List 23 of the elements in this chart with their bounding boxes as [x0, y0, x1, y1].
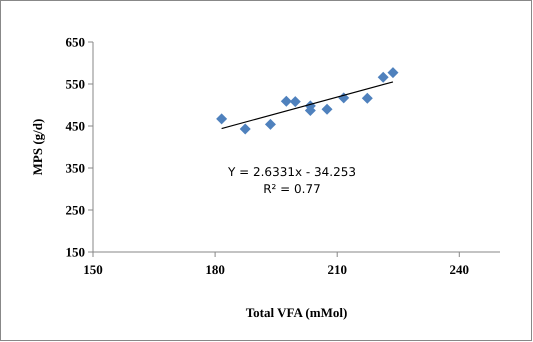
point [362, 92, 373, 104]
point [240, 123, 251, 134]
x-tick-label: 150 [83, 262, 103, 277]
point [290, 96, 301, 108]
y-tick-label: 150 [66, 244, 85, 260]
x-axis-title: Total VFA (mMol) [246, 305, 348, 320]
point [322, 104, 333, 115]
y-axis-title: MPS (g/d) [30, 118, 45, 176]
x-tick-label: 240 [450, 262, 470, 277]
annotation: Y = 2.6331x - 34.253 [226, 165, 356, 179]
y-tick-label: 350 [66, 160, 85, 176]
x-tick-label: 180 [205, 262, 225, 277]
y-tick-label: 550 [66, 76, 85, 92]
point [280, 96, 292, 107]
y-tick-label: 450 [66, 118, 85, 134]
y-tick-label: 650 [66, 34, 85, 50]
point [264, 118, 276, 130]
y-tick-label: 250 [66, 202, 85, 218]
point [387, 67, 398, 78]
annotation: R² = 0.77 [263, 182, 321, 196]
x-tick-label: 210 [327, 262, 347, 277]
point [378, 72, 389, 83]
point [216, 113, 228, 124]
